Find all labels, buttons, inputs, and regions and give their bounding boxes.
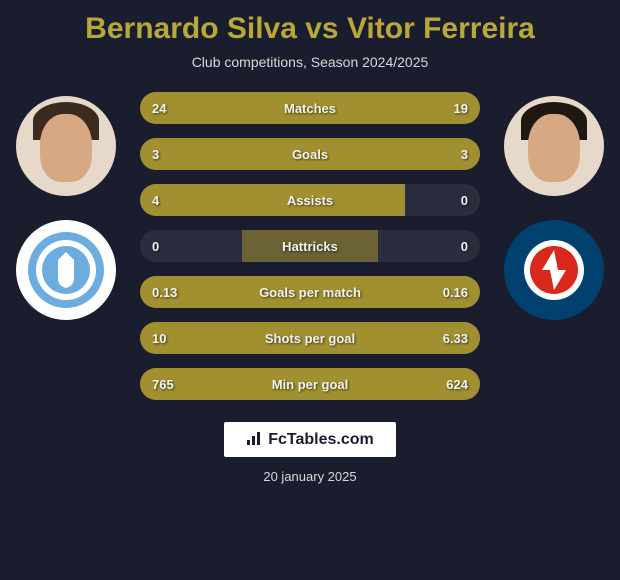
page-title: Bernardo Silva vs Vitor Ferreira xyxy=(85,12,535,46)
stat-value-right: 0.16 xyxy=(443,285,468,300)
stat-value-left: 24 xyxy=(152,101,166,116)
stat-value-left: 3 xyxy=(152,147,159,162)
right-player-avatar xyxy=(504,96,604,196)
stat-label: Shots per goal xyxy=(265,331,355,346)
shield-icon xyxy=(514,230,594,310)
stat-label: Min per goal xyxy=(272,377,349,392)
footer: FcTables.com 20 january 2025 xyxy=(224,422,396,484)
stat-value-right: 0 xyxy=(461,239,468,254)
stats-list: 24 19 Matches 3 3 Goals 4 0 Assists 0 0 Hattricks 0.… xyxy=(140,92,480,400)
subtitle: Club competitions, Season 2024/2025 xyxy=(192,54,429,70)
chart-icon xyxy=(246,430,262,449)
stat-row: 3 3 Goals xyxy=(140,138,480,170)
left-player-avatar xyxy=(16,96,116,196)
left-player-column xyxy=(16,92,116,320)
source-logo: FcTables.com xyxy=(224,422,396,457)
stat-row: 4 0 Assists xyxy=(140,184,480,216)
stat-row: 0.13 0.16 Goals per match xyxy=(140,276,480,308)
avatar-face-right xyxy=(528,114,580,182)
stat-row: 24 19 Matches xyxy=(140,92,480,124)
stat-label: Goals xyxy=(292,147,328,162)
date-label: 20 january 2025 xyxy=(263,469,356,484)
shield-icon xyxy=(26,230,106,310)
avatar-face-left xyxy=(40,114,92,182)
stat-label: Assists xyxy=(287,193,333,208)
stat-label: Goals per match xyxy=(259,285,361,300)
stat-value-left: 10 xyxy=(152,331,166,346)
stat-row: 765 624 Min per goal xyxy=(140,368,480,400)
logo-text: FcTables.com xyxy=(268,431,374,449)
right-club-badge xyxy=(504,220,604,320)
left-club-badge xyxy=(16,220,116,320)
stat-value-left: 4 xyxy=(152,193,159,208)
comparison-area: 24 19 Matches 3 3 Goals 4 0 Assists 0 0 Hattricks 0.… xyxy=(0,92,620,400)
stat-label: Hattricks xyxy=(282,239,338,254)
right-player-column xyxy=(504,92,604,320)
stat-value-right: 624 xyxy=(446,377,468,392)
infographic-container: Bernardo Silva vs Vitor Ferreira Club co… xyxy=(0,0,620,580)
stat-row: 10 6.33 Shots per goal xyxy=(140,322,480,354)
stat-value-left: 765 xyxy=(152,377,174,392)
stat-value-left: 0 xyxy=(152,239,159,254)
stat-value-right: 0 xyxy=(461,193,468,208)
stat-row: 0 0 Hattricks xyxy=(140,230,480,262)
stat-value-left: 0.13 xyxy=(152,285,177,300)
stat-value-right: 19 xyxy=(454,101,468,116)
stat-value-right: 3 xyxy=(461,147,468,162)
stat-value-right: 6.33 xyxy=(443,331,468,346)
stat-label: Matches xyxy=(284,101,336,116)
